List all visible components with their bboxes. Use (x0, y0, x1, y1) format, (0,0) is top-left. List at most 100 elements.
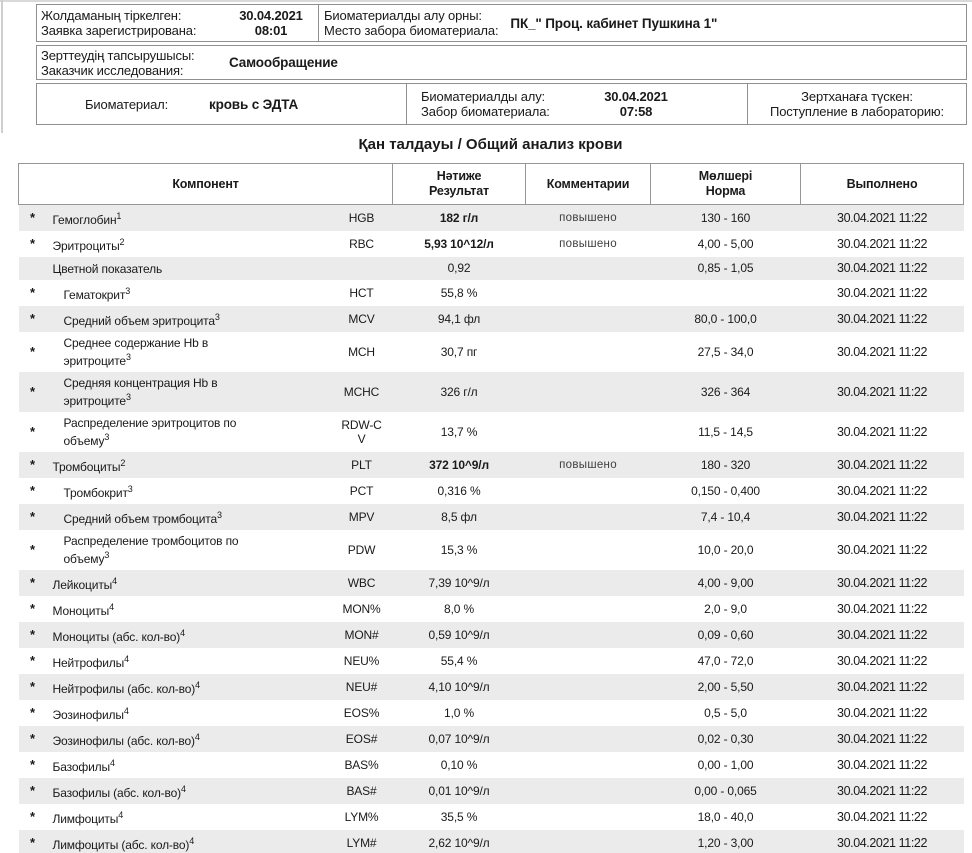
star-cell: * (30, 600, 35, 616)
sampling-place-value: ПК_" Проц. кабинет Пушкина 1" (510, 15, 718, 31)
code-cell: MON# (330, 621, 393, 648)
code-cell: NEU% (343, 653, 380, 668)
col-header-comments: Комментарии (525, 163, 652, 205)
star-cell: * (30, 423, 35, 439)
norm-cell: 27,5 - 34,0 (697, 344, 754, 359)
table-header-row: Компонент Нәтиже Результат Комментарии М… (17, 163, 965, 205)
table-row: * Распределение эритроцитов по объему3 RDW… (19, 412, 964, 452)
norm-cell: 0,02 - 0,30 (650, 725, 801, 752)
comment-cell (525, 673, 651, 700)
star-cell: * (18, 305, 47, 332)
customer-label-ru: Заказчик исследования: (41, 62, 184, 78)
done-cell: 30.04.2021 11:22 (800, 451, 964, 478)
code-cell: LYM% (344, 809, 379, 824)
component-cell: Гематокрит3 (63, 285, 131, 302)
comment-cell (526, 280, 651, 306)
received-label-kk: Зертханаға түскен: (801, 89, 913, 104)
comment-cell (526, 412, 651, 452)
norm-cell: 7,4 - 10,4 (650, 503, 801, 530)
report-title: Қан талдауы / Общий анализ крови (358, 136, 623, 153)
done-cell: 30.04.2021 11:22 (800, 673, 964, 700)
component-cell: Тромбоциты2 (46, 451, 331, 478)
col-header-component: Компонент (17, 163, 394, 205)
star-cell: * (18, 621, 47, 648)
norm-cell: 0,00 - 1,00 (697, 757, 754, 772)
result-cell: 7,39 10^9/л (392, 569, 526, 596)
customer-box: Зерттеудің тапсырушысы: Заказчик исследо… (36, 45, 967, 80)
code-cell: LYM# (330, 829, 393, 853)
table-row: * Лимфоциты4 LYM% 35,5 % 18,0 - 40,0 30.04.20… (19, 804, 964, 830)
result-cell: 55,8 % (440, 285, 478, 300)
comment-cell (525, 725, 651, 752)
col-header-result: Нәтиже Результат (392, 163, 527, 205)
norm-cell: 11,5 - 14,5 (698, 424, 753, 439)
registration-cell: Жолдаманың тіркелген: Заявка зарегистрир… (37, 5, 318, 41)
done-cell: 30.04.2021 11:22 (800, 257, 964, 280)
table-row: * Средний объем эритроцита3 MCV 94,1 фл 80,0… (18, 305, 964, 332)
comment-cell: повышено (525, 451, 651, 478)
star-cell: * (18, 673, 47, 700)
done-cell: 30.04.2021 11:22 (837, 424, 928, 439)
norm-cell: 18,0 - 40,0 (697, 809, 754, 824)
divider (318, 5, 319, 41)
comment-cell (526, 478, 651, 504)
table-row: * Эозинофилы4 EOS% 1,0 % 0,5 - 5,0 30.04.2021… (19, 700, 964, 726)
result-cell: 0,316 % (437, 483, 481, 498)
done-cell: 30.04.2021 11:22 (800, 305, 964, 332)
norm-cell: 47,0 - 72,0 (697, 653, 754, 668)
component-cell: Средний объем эритроцита3 (46, 305, 331, 332)
comment-cell (525, 305, 651, 332)
code-cell: BAS# (330, 777, 393, 804)
code-cell: MCH (348, 344, 375, 359)
norm-cell: 10,0 - 20,0 (697, 542, 754, 557)
component-cell: Эритроциты2 (52, 237, 125, 253)
done-cell: 30.04.2021 11:22 (837, 285, 928, 300)
results-table-wrap: Компонент Нәтиже Результат Комментарии М… (17, 163, 965, 853)
comment-cell (525, 829, 651, 853)
component-cell: Лимфоциты4 (52, 809, 124, 826)
norm-cell: 2,0 - 9,0 (704, 601, 747, 616)
table-row: * Эритроциты2 RBC 5,93 10^12/л повышено 4,00 … (19, 231, 964, 257)
table-row: * Распределение тромбоцитов по объему3 PDW… (19, 530, 964, 570)
star-cell: * (30, 541, 35, 557)
star-cell: * (18, 569, 47, 596)
biomaterial-value: кровь с ЭДТА (209, 96, 299, 112)
comment-cell (526, 752, 651, 778)
code-cell: MCHC (330, 371, 393, 412)
table-row: * Лимфоциты (абс. кол-во)4 LYM# 2,62 10^9/л… (18, 829, 964, 853)
biomaterial-label: Биоматериал: (85, 96, 169, 112)
registration-label-ru: Заявка зарегистрирована: (41, 23, 197, 38)
result-cell: 15,3 % (440, 542, 478, 557)
star-cell: * (18, 725, 47, 752)
scan-edge-left (1, 0, 3, 133)
done-cell: 30.04.2021 11:22 (837, 344, 928, 359)
star-cell: * (18, 829, 47, 853)
customer-value: Самообращение (229, 55, 338, 70)
result-cell: 8,5 фл (392, 503, 526, 530)
comment-cell (525, 569, 651, 596)
code-cell: WBC (330, 569, 393, 596)
norm-cell: 0,09 - 0,60 (650, 621, 801, 648)
collection-time: 07:58 (619, 104, 653, 119)
result-cell: 5,93 10^12/л (424, 237, 494, 251)
code-cell: PDW (347, 542, 376, 557)
norm-cell: 0,150 - 0,400 (691, 483, 760, 498)
table-row: Цветной показатель 0,92 0,85 - 1,05 30.04.2… (18, 257, 964, 280)
star-cell: * (30, 808, 35, 824)
done-cell: 30.04.2021 11:22 (800, 829, 964, 853)
star-cell: * (30, 343, 35, 359)
result-cell: 1,0 % (444, 705, 474, 720)
norm-cell: 80,0 - 100,0 (650, 305, 801, 332)
registration-time: 08:01 (254, 23, 288, 38)
component-cell: Лимфоциты (абс. кол-во)4 (46, 829, 331, 853)
result-cell: 35,5 % (440, 809, 478, 824)
col-header-done: Выполнено (800, 163, 965, 205)
collection-label-kk: Биоматериалды алу: (421, 89, 546, 104)
result-cell: 0,07 10^9/л (392, 725, 526, 752)
component-cell: Гемоглобин1 (46, 204, 331, 231)
code-cell: MON% (342, 601, 381, 616)
received-label-ru: Поступление в лабораторию: (770, 104, 944, 119)
component-cell: Распределение эритроцитов по объему3 (63, 415, 237, 448)
norm-cell: 2,00 - 5,50 (650, 673, 801, 700)
scan-edge-top (0, 0, 972, 2)
